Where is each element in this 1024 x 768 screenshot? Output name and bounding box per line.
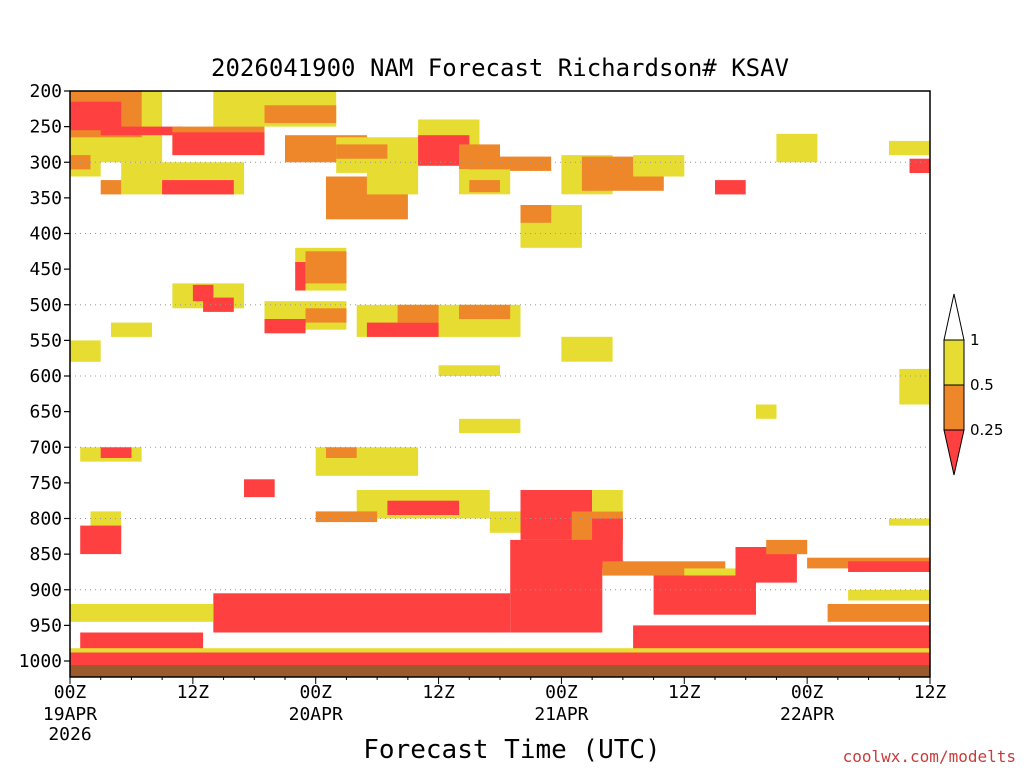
ri-cell-yellow [592,490,623,512]
ri-cell-red [203,297,234,312]
x-tick-year: 2026 [48,724,91,745]
y-tick-label: 500 [29,295,62,316]
ri-cell-orange [100,180,122,195]
y-tick-label: 200 [29,81,62,102]
ri-cell-orange [264,105,337,124]
ri-cell-red [70,101,122,131]
ri-cell-red [510,539,603,633]
y-tick-label: 400 [29,224,62,245]
y-tick-label: 650 [29,402,62,423]
ri-cell-yellow [366,162,419,195]
x-tick-label: 12Z [668,682,701,703]
colorbar-legend: 1 0.5 0.25 [943,293,1003,476]
ri-cell-orange [305,308,347,323]
x-tick-label: 00Z [791,682,824,703]
ri-cell-red [213,593,511,633]
ri-cell-yellow [776,133,818,163]
ri-cell-yellow [70,340,101,362]
ri-cell-red [387,500,460,515]
ri-cell-yellow [899,368,930,405]
y-tick-label: 300 [29,152,62,173]
ri-cell-yellow [438,365,500,376]
y-tick-label: 900 [29,580,62,601]
ri-cell-red [100,126,183,136]
ri-cell-yellow [70,648,930,653]
y-tick-label: 700 [29,437,62,458]
ri-cell-red [80,632,204,651]
colorbar-orange [943,384,965,431]
ri-cell-yellow [561,336,613,362]
ri-cell-red [244,479,275,498]
x-tick-label: 12Z [914,682,947,703]
ri-cell-red [295,262,306,291]
ri-cell-yellow [111,322,152,337]
ri-cell-red [909,158,930,173]
ri-cell-orange [315,511,378,523]
x-tick-date: 21APR [534,704,588,725]
colorbar-top-arrow [943,293,965,341]
ri-cell-yellow [459,418,521,434]
ri-cell-orange [336,144,388,159]
plot-area [70,91,930,668]
y-tick-label: 450 [29,259,62,280]
ri-cell-red [100,447,132,458]
x-tick-label: 00Z [545,682,578,703]
ri-cell-red [366,322,439,337]
y-tick-label: 550 [29,330,62,351]
x-tick-date: 19APR [43,704,97,725]
x-tick-label: 12Z [422,682,455,703]
credit-text: coolwx.com/modelts [843,747,1016,766]
ri-cell-red [162,180,234,195]
colorbar-label: 0.25 [970,421,1003,439]
ri-cell-orange [766,539,808,555]
ri-cell-red [633,625,930,651]
pressure-gridlines [70,161,930,591]
ri-cell-red [70,650,930,668]
ri-cell-red [848,561,930,572]
ri-cell-orange [397,304,439,323]
y-tick-label: 800 [29,509,62,530]
ri-cell-orange [469,156,552,171]
ri-cell-yellow [889,140,930,156]
x-tick-label: 00Z [299,682,332,703]
y-tick-label: 850 [29,544,62,565]
ri-cell-red [715,180,746,195]
y-tick-label: 350 [29,188,62,209]
ri-cell-orange [326,447,357,458]
y-tick-label: 750 [29,473,62,494]
x-tick-date: 20APR [289,704,343,725]
colorbar-yellow [943,339,965,386]
ri-cell-orange [827,604,930,622]
ri-cell-yellow [889,518,930,526]
ri-cell-yellow [848,589,930,601]
ri-cell-red [80,525,122,555]
y-tick-label: 1000 [19,651,62,672]
ri-cell-red [172,132,265,156]
colorbar-bottom-arrow [943,429,965,476]
ri-cell-orange [469,180,500,193]
chart-title: 2026041900 NAM Forecast Richardson# KSAV [211,54,789,82]
ri-cell-red [192,284,214,302]
y-tick-label: 950 [29,615,62,636]
ri-cell-yellow [756,404,777,419]
x-tick-label: 12Z [177,682,210,703]
y-tick-label: 250 [29,117,62,138]
ground-band [70,665,930,677]
ri-cell-orange [305,251,347,284]
ri-cell-orange [520,205,552,223]
ri-cell-red [264,319,306,334]
y-tick-label: 600 [29,366,62,387]
colorbar-label: 0.5 [970,376,994,394]
x-tick-label: 00Z [54,682,87,703]
ri-cell-yellow [684,568,767,576]
y-axis: 200 250 300 350 400 450 500 550 600 650 700 750 800 8… [19,81,70,672]
ri-cell-yellow [70,604,214,622]
ri-cell-orange [459,304,511,320]
x-tick-date: 22APR [780,704,834,725]
x-axis-label: Forecast Time (UTC) [363,735,660,765]
colorbar-label: 1 [970,331,980,349]
ri-cell-yellow [633,155,685,177]
